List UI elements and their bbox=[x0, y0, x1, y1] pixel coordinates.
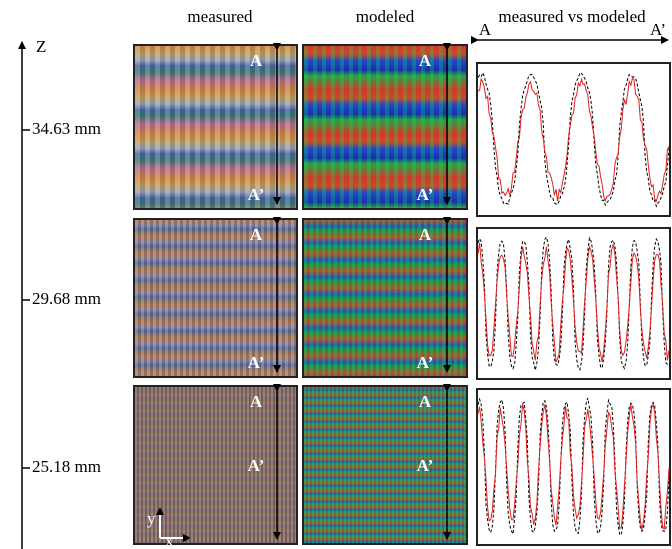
section-end: A’ bbox=[248, 456, 265, 475]
column-header: measured vs modeled bbox=[498, 7, 646, 26]
section-start: A bbox=[419, 225, 432, 244]
z-value: 29.68 mm bbox=[32, 289, 101, 308]
modeled-trace bbox=[477, 235, 670, 371]
modeled-image bbox=[302, 385, 468, 545]
section-start: A bbox=[419, 51, 432, 70]
z-value: 34.63 mm bbox=[32, 119, 101, 138]
measured-image bbox=[133, 385, 298, 545]
column-header: measured bbox=[187, 7, 253, 26]
y-axis-label: y bbox=[147, 509, 156, 528]
z-axis-label: Z bbox=[36, 37, 46, 56]
column-header: modeled bbox=[356, 7, 415, 26]
profile-plot bbox=[476, 388, 671, 546]
section-start: A bbox=[250, 392, 263, 411]
section-start: A bbox=[419, 392, 432, 411]
profile-plot bbox=[476, 227, 671, 380]
measured-trace bbox=[477, 402, 670, 531]
measured-trace bbox=[477, 242, 670, 364]
section-end: A’ bbox=[417, 353, 434, 372]
profile-end: A’ bbox=[650, 20, 666, 39]
measured-image bbox=[133, 218, 298, 378]
section-end: A’ bbox=[417, 456, 434, 475]
section-start: A bbox=[250, 225, 263, 244]
modeled-image bbox=[302, 44, 468, 210]
measured-trace bbox=[477, 77, 670, 203]
modeled-trace bbox=[477, 71, 670, 208]
section-end: A’ bbox=[248, 353, 265, 372]
z-value: 25.18 mm bbox=[32, 457, 101, 476]
section-end: A’ bbox=[417, 185, 434, 204]
modeled-image bbox=[302, 218, 468, 378]
measured-image bbox=[133, 44, 298, 210]
x-axis-label: x bbox=[165, 531, 174, 549]
section-start: A bbox=[250, 51, 263, 70]
section-end: A’ bbox=[248, 185, 265, 204]
profile-start: A bbox=[479, 20, 492, 39]
